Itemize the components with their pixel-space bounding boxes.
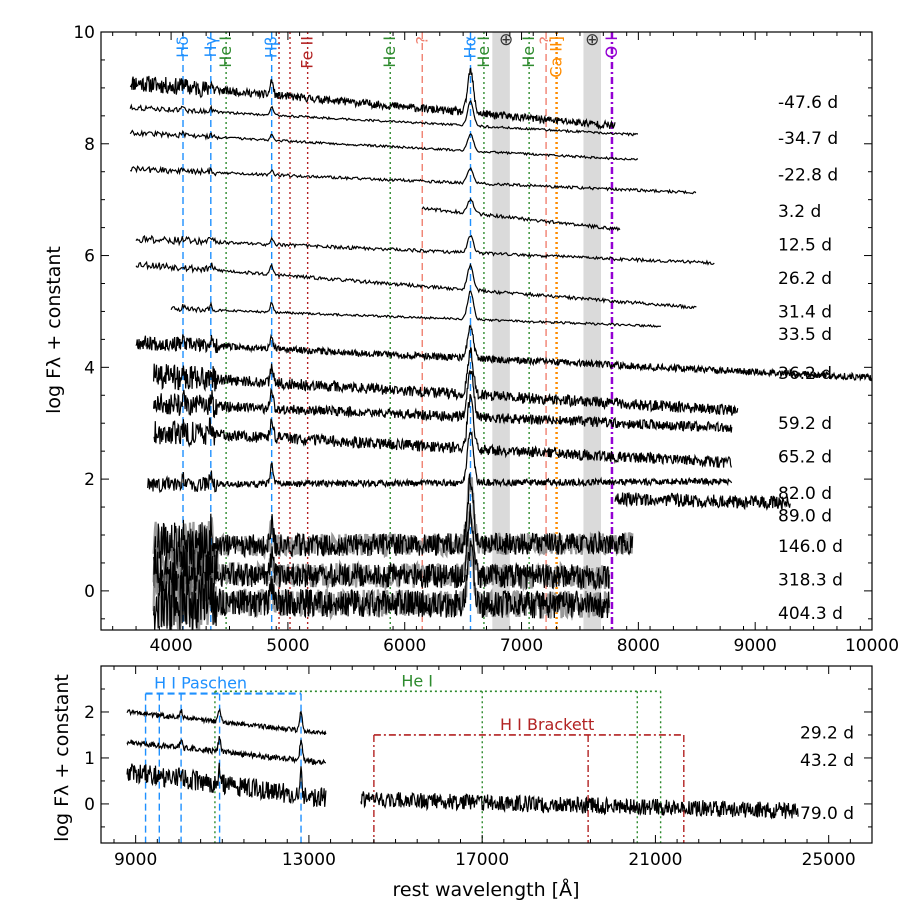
spectrum-11 xyxy=(153,393,732,468)
line-id-label-8: ? xyxy=(412,36,431,45)
line-id-label-9: Hα xyxy=(460,36,479,59)
nir-epoch-label-0: 29.2 d xyxy=(800,724,854,744)
top-xtick-label-2: 6000 xyxy=(383,636,426,656)
nir-spectrum-2 xyxy=(126,762,327,808)
top-xtick-label-6: 10000 xyxy=(845,636,899,656)
bracket-label-0: H I Paschen xyxy=(154,674,247,693)
nir-spectrum-1 xyxy=(126,735,326,766)
spectrum-10 xyxy=(153,369,733,433)
nir-spectra-panel: 9000 13000 17000 21000 25000 0 1 2 29.2 d 43.2 d… xyxy=(51,665,873,901)
bottom-axes: 9000 13000 17000 21000 25000 0 1 2 xyxy=(84,665,873,870)
epoch-label-15: 404.3 d xyxy=(778,604,843,624)
bot-xtick-label-4: 25000 xyxy=(802,850,856,870)
line-id-label-6: Fe II xyxy=(298,36,317,69)
spectrum-4 xyxy=(421,197,621,232)
bot-ytick-label-2: 2 xyxy=(84,703,95,723)
epoch-label-14: 318.3 d xyxy=(778,571,843,591)
spectrum-16 xyxy=(153,540,610,630)
spectrum-3 xyxy=(129,165,697,195)
line-id-label-14: O I xyxy=(602,36,621,58)
top-ytick-label-2: 4 xyxy=(84,358,95,378)
bottom-frame xyxy=(100,665,873,844)
epoch-label-7: 33.5 d xyxy=(778,325,832,345)
spectrum-2 xyxy=(129,129,639,161)
spectrum-12 xyxy=(147,431,733,494)
epoch-label-6: 31.4 d xyxy=(778,302,832,322)
epoch-label-12: 89.0 d xyxy=(778,506,832,526)
spectrum-7 xyxy=(170,290,662,328)
bot-xtick-label-0: 9000 xyxy=(114,850,157,870)
top-ytick-label-0: 0 xyxy=(84,582,95,602)
epoch-label-1: -34.7 d xyxy=(778,129,838,149)
top-xtick-label-0: 4000 xyxy=(149,636,192,656)
top-ytick-label-1: 2 xyxy=(84,470,95,490)
spectrum-14 xyxy=(153,473,634,570)
bot-ytick-label-1: 1 xyxy=(84,749,95,769)
line-id-label-10: He I xyxy=(474,36,493,68)
line-series-brackets xyxy=(144,690,685,843)
spectrum-1 xyxy=(129,99,638,137)
top-y-axis-label: log Fλ + constant xyxy=(43,246,65,414)
epoch-label-4: 12.5 d xyxy=(778,235,832,255)
bracket-label-2: H I Brackett xyxy=(500,715,594,734)
top-axes: 4000 5000 6000 7000 8000 9000 10000 0 2 4 6 8 10 xyxy=(73,23,899,656)
bot-xtick-label-2: 17000 xyxy=(455,850,509,870)
epoch-label-3: 3.2 d xyxy=(778,202,821,222)
line-id-label-0: Hδ xyxy=(173,36,192,58)
spectrum-15 xyxy=(153,503,610,602)
nir-spectra-series xyxy=(126,707,799,820)
nir-spectrum-3 xyxy=(360,791,799,820)
bracket-label-1: He I xyxy=(401,671,433,690)
epoch-label-0: -47.6 d xyxy=(778,93,838,113)
epoch-label-5: 26.2 d xyxy=(778,269,832,289)
telluric-symbol-0: ⊕ xyxy=(499,30,513,50)
line-id-label-2: He I xyxy=(216,36,235,68)
nir-epoch-label-2: 79.0 d xyxy=(800,804,854,824)
top-xtick-label-3: 7000 xyxy=(500,636,543,656)
spectrum-8 xyxy=(135,324,872,382)
line-id-label-1: Hγ xyxy=(201,36,220,58)
epoch-label-9: 59.2 d xyxy=(778,414,832,434)
epoch-labels: -47.6 d -34.7 d -22.8 d 3.2 d 12.5 d 26.2 d 3… xyxy=(778,93,843,624)
bot-xtick-label-1: 13000 xyxy=(282,850,336,870)
bot-xtick-label-3: 21000 xyxy=(628,850,682,870)
nir-epoch-label-1: 43.2 d xyxy=(800,751,854,771)
line-id-label-13: Ca II] xyxy=(547,36,566,78)
spectra-series xyxy=(129,67,872,630)
telluric-symbol-1: ⊕ xyxy=(585,30,599,50)
line-id-label-3: Hβ xyxy=(262,36,281,58)
top-ytick-label-3: 6 xyxy=(84,247,95,267)
bottom-y-axis-label: log Fλ + constant xyxy=(51,674,73,842)
epoch-label-10: 65.2 d xyxy=(778,448,832,468)
epoch-label-13: 146.0 d xyxy=(778,537,843,557)
line-id-label-11: He I xyxy=(519,36,538,68)
epoch-label-8: 36.2 d xyxy=(778,364,832,384)
spectrum-0 xyxy=(129,67,616,130)
nir-epoch-labels: 29.2 d 43.2 d 79.0 d xyxy=(800,724,854,824)
bot-ytick-label-0: 0 xyxy=(84,795,95,815)
top-xtick-label-1: 5000 xyxy=(266,636,309,656)
spectrum-6 xyxy=(135,260,697,310)
top-ytick-label-5: 10 xyxy=(73,23,95,43)
x-axis-label: rest wavelength [Å] xyxy=(392,878,579,901)
top-xtick-label-5: 9000 xyxy=(734,636,777,656)
spectrum-13 xyxy=(614,492,791,512)
top-ytick-label-4: 8 xyxy=(84,135,95,155)
line-id-label-12: ? xyxy=(536,36,555,45)
spectrum-9 xyxy=(153,347,739,416)
top-xtick-label-4: 8000 xyxy=(617,636,660,656)
epoch-label-11: 82.0 d xyxy=(778,484,832,504)
line-id-label-7: He I xyxy=(380,36,399,68)
spectrum-5 xyxy=(135,234,715,266)
nir-spectrum-0 xyxy=(126,707,327,736)
epoch-label-2: -22.8 d xyxy=(778,166,838,186)
